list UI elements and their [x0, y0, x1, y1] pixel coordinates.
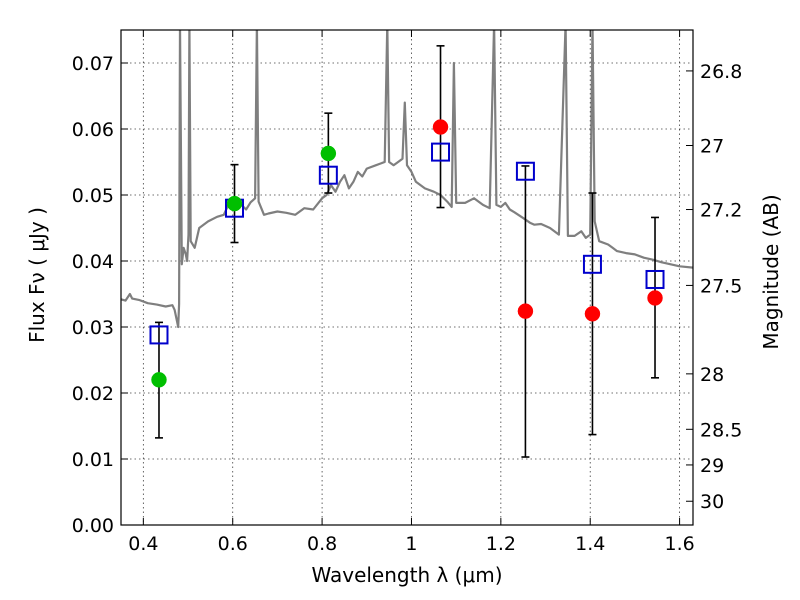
observed-point-green — [320, 145, 337, 162]
y-axis-label: Flux Fν ( μJy ) — [25, 207, 49, 343]
observed-point-red — [517, 303, 534, 319]
model-flux-box — [645, 269, 665, 289]
model-flux-box — [515, 161, 535, 181]
y-tick-label: 0.04 — [72, 251, 114, 273]
magnitude-tick-label: 27.5 — [700, 275, 742, 297]
y-tick-label: 0.05 — [72, 185, 114, 207]
observed-point-red — [432, 119, 449, 135]
ticks-layer: 0.4 0.6 0.8 1 1.2 1.4 1.6 0.00 0.01 0.02 0.03 0.04 0… — [72, 30, 742, 555]
grid-layer — [121, 30, 693, 526]
observed-point-green — [226, 195, 243, 212]
magnitude-tick-label: 27.2 — [700, 200, 742, 222]
magnitude-tick-label: 28.5 — [700, 419, 742, 441]
observed-point-red — [584, 306, 601, 322]
magnitude-tick-label: 27 — [700, 136, 724, 158]
model-flux-box — [318, 165, 338, 185]
y-tick-label: 0.00 — [72, 515, 114, 537]
x-tick-label: 0.8 — [307, 533, 337, 555]
x-tick-label: 1.2 — [486, 533, 516, 555]
magnitude-tick-label: 26.8 — [700, 61, 742, 83]
y-tick-label: 0.07 — [72, 53, 114, 75]
x-tick-label: 0.6 — [218, 533, 248, 555]
y-tick-label: 0.03 — [72, 317, 114, 339]
x-axis-label: Wavelength λ (μm) — [311, 563, 502, 587]
x-tick-label: 0.4 — [128, 533, 158, 555]
x-tick-label: 1.6 — [664, 533, 694, 555]
y-axis-right-label: Magnitude (AB) — [759, 194, 783, 349]
model-sed-line — [121, 30, 693, 329]
magnitude-tick-label: 28 — [700, 364, 724, 386]
plot-frame — [120, 29, 694, 526]
y-tick-label: 0.01 — [72, 449, 114, 471]
model-flux-box — [149, 325, 169, 345]
observed-point-green — [151, 372, 167, 388]
observed-point-red — [647, 290, 663, 306]
magnitude-tick-label: 29 — [700, 455, 724, 477]
model-flux-box — [582, 254, 602, 274]
plot-layer — [121, 30, 693, 458]
y-tick-label: 0.02 — [72, 383, 114, 405]
x-tick-label: 1.4 — [575, 533, 605, 555]
model-flux-box — [431, 142, 451, 162]
x-tick-label: 1 — [405, 533, 417, 555]
y-tick-label: 0.06 — [72, 119, 114, 141]
magnitude-tick-label: 30 — [700, 491, 724, 513]
